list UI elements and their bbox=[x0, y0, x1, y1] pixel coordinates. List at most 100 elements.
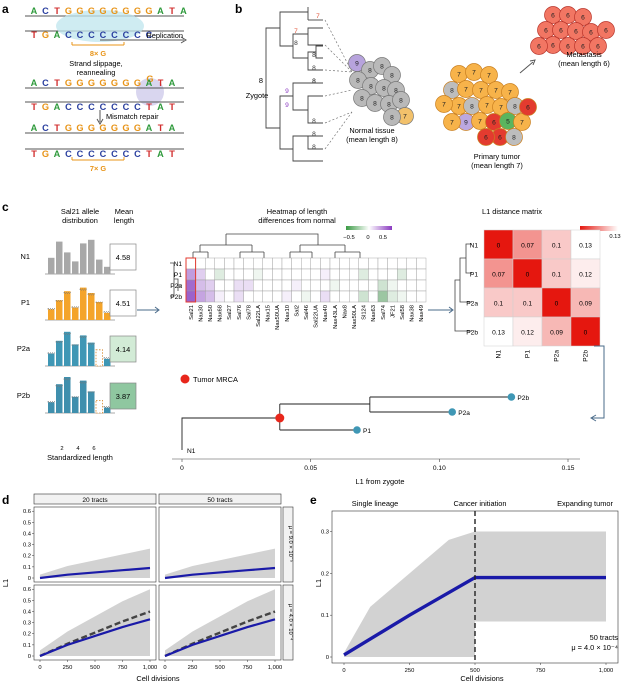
dna-base: C bbox=[123, 102, 130, 112]
d-xlabel: Cell divisions bbox=[136, 674, 179, 683]
panel-label-d: d bbox=[2, 493, 9, 507]
tree-leaf-label: 8 bbox=[312, 144, 316, 151]
mean-title-2: length bbox=[114, 216, 134, 225]
l1-col-label: P2b bbox=[583, 350, 590, 362]
hist-bar bbox=[72, 307, 79, 320]
dna-base: G bbox=[122, 123, 129, 133]
l1-cell bbox=[570, 258, 601, 289]
heatmap-cell bbox=[310, 268, 321, 281]
tree-branch bbox=[307, 27, 323, 46]
cell-length: 8 bbox=[360, 96, 364, 103]
cell-length: 7 bbox=[450, 120, 454, 127]
cell bbox=[597, 21, 615, 39]
heatmap-title-2: differences from normal bbox=[258, 216, 336, 225]
l1-row-label: P2b bbox=[466, 330, 478, 337]
l1-col-label: N1 bbox=[496, 350, 503, 359]
cell-length: 5 bbox=[506, 119, 510, 126]
tree-leaf-label: 8 bbox=[312, 52, 316, 59]
l1-row-label: P2a bbox=[466, 301, 478, 308]
hist-row-label: P2a bbox=[17, 344, 31, 353]
cell-length: 6 bbox=[581, 15, 585, 22]
heatmap-dendrogram bbox=[299, 244, 346, 252]
e-phase-expanding: Expanding tumor bbox=[557, 499, 613, 508]
cell-length: 6 bbox=[596, 44, 600, 51]
heatmap-cell bbox=[272, 257, 283, 270]
heatmap-cell bbox=[243, 279, 254, 292]
cell-length: 7 bbox=[494, 88, 498, 95]
cell-length: 8 bbox=[387, 102, 391, 109]
d-mean-line bbox=[164, 618, 276, 658]
tree-branch bbox=[279, 95, 293, 150]
hist-bar bbox=[104, 358, 111, 366]
e-ylabel: L1 bbox=[314, 579, 323, 587]
hist-bar bbox=[72, 396, 79, 413]
mean-box bbox=[109, 243, 137, 271]
d-mean-line bbox=[39, 618, 151, 658]
cell-length: 6 bbox=[544, 28, 548, 35]
dna-base: T bbox=[146, 102, 152, 112]
hist-bar bbox=[88, 239, 95, 274]
heatmap-row-label: N1 bbox=[174, 261, 183, 268]
heatmap-col-label: Nax68 bbox=[218, 305, 224, 322]
heatmap-dendrogram bbox=[334, 251, 361, 258]
d-ytick-label: 0 bbox=[28, 576, 31, 582]
d-ytick-label: 0.1 bbox=[23, 643, 31, 649]
d-ytick-label: 0.3 bbox=[23, 543, 31, 549]
cell-length: 8 bbox=[373, 101, 377, 108]
d-ytick-label: 0.5 bbox=[23, 598, 31, 604]
d-ylabel: L1 bbox=[1, 579, 10, 587]
cell-length: 6 bbox=[581, 44, 585, 51]
hist-xtick: 6 bbox=[92, 446, 95, 452]
normal-tissue-label: Normal tissue bbox=[349, 126, 394, 135]
d-mean-line bbox=[164, 566, 276, 580]
dna-base: C bbox=[65, 149, 72, 159]
label-7g: 7× G bbox=[90, 164, 106, 173]
panel-d-simulations: 20 tracts 50 tracts μ = 9.0 × 10⁻⁵ μ = 4… bbox=[1, 493, 294, 683]
cell-length: 6 bbox=[566, 44, 570, 51]
heatmap-col-label: Nax43LA bbox=[333, 305, 339, 329]
cell bbox=[519, 98, 537, 116]
dna-base: A bbox=[157, 149, 164, 159]
heatmap-col-label: Nax50 bbox=[208, 305, 214, 322]
cell bbox=[443, 113, 461, 131]
tree-branch bbox=[265, 27, 280, 129]
dna-base: C bbox=[100, 30, 107, 40]
heatmap-cell bbox=[397, 290, 408, 303]
cell-length: 6 bbox=[551, 13, 555, 20]
hist-reference bbox=[87, 293, 95, 296]
hist-reference bbox=[47, 401, 55, 403]
heatmap-col-label: Nax15 bbox=[266, 305, 272, 322]
heatmap-highlight bbox=[185, 257, 197, 303]
dna-base: C bbox=[42, 6, 49, 16]
tree-leaf-label: 8 bbox=[294, 40, 298, 47]
tree-branch bbox=[307, 51, 323, 71]
e-xlabel: Cell divisions bbox=[460, 674, 503, 683]
metastasis-label: Metastasis bbox=[566, 50, 602, 59]
dna-base: G bbox=[99, 78, 106, 88]
cell-length: 6 bbox=[492, 120, 496, 127]
l1-cell-value: 0 bbox=[584, 330, 588, 337]
l1-cell-value: 0.13 bbox=[579, 243, 592, 250]
heatmap-cell bbox=[185, 290, 196, 303]
cell-length: 8 bbox=[470, 104, 474, 111]
dashed-connector bbox=[324, 111, 353, 124]
dna-base: T bbox=[31, 30, 37, 40]
tree-xtick-label: 0 bbox=[180, 465, 184, 472]
tree-branch bbox=[292, 33, 308, 59]
normal-tissue-mean: (mean length 8) bbox=[346, 135, 398, 144]
heatmap-col-label: Nax30 bbox=[198, 305, 204, 322]
hist-reference bbox=[79, 381, 87, 384]
hist-reference bbox=[71, 396, 79, 398]
dna-base: G bbox=[76, 6, 83, 16]
label-8g: 8× G bbox=[90, 49, 106, 58]
heatmap-cell bbox=[224, 257, 235, 270]
root-length: 8 bbox=[259, 76, 263, 85]
dna-base: T bbox=[169, 149, 175, 159]
heatmap-cell bbox=[416, 290, 427, 303]
heatmap-cell bbox=[339, 290, 350, 303]
mean-box bbox=[109, 335, 137, 363]
hm-scale-pos: 0.5 bbox=[379, 235, 387, 241]
l1-cell-value: 0.1 bbox=[552, 272, 561, 279]
heatmap-cell bbox=[358, 268, 369, 281]
